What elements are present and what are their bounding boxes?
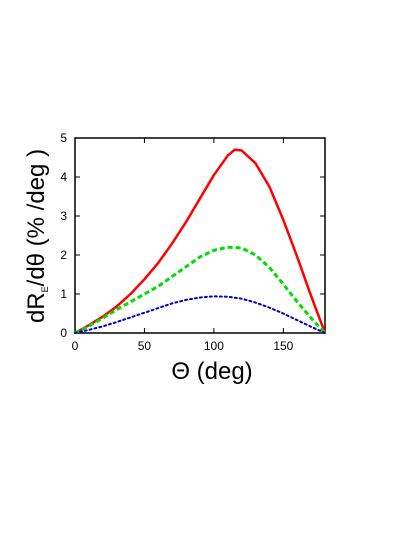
x-tick-label: 50 <box>138 339 152 353</box>
plot-frame <box>74 137 326 334</box>
tick-labels: 0 50 100 150 0 1 2 3 4 5 <box>60 131 293 353</box>
y-tick-label: 2 <box>60 248 67 262</box>
y-tick-label: 1 <box>60 287 67 301</box>
x-tick-label: 100 <box>204 339 224 353</box>
y-axis-title-main: dR <box>23 292 50 323</box>
y-tick-label: 4 <box>60 170 67 184</box>
x-tick-label: 0 <box>72 339 79 353</box>
y-axis-title-rest: /dθ (% /deg ) <box>23 149 50 286</box>
series-line-1 <box>74 148 327 335</box>
series-line-2 <box>74 245 327 335</box>
series-line-3 <box>74 295 326 334</box>
axis-ticks <box>74 137 325 334</box>
y-tick-label: 3 <box>60 209 67 223</box>
x-tick-label: 150 <box>273 339 293 353</box>
y-axis-title-subscript: E <box>40 286 50 292</box>
y-tick-label: 5 <box>60 131 67 145</box>
series-layer <box>74 148 327 335</box>
x-axis-title: Θ (deg) <box>171 358 252 385</box>
y-tick-label: 0 <box>60 326 67 340</box>
y-axis-title: dRE/dθ (% /deg ) <box>23 149 50 323</box>
